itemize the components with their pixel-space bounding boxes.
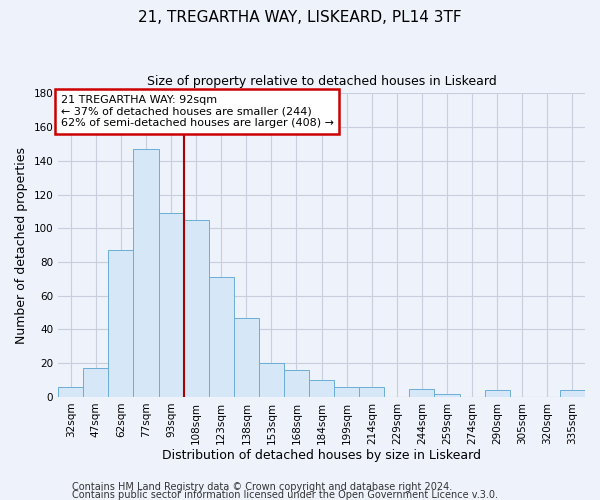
Bar: [109, 250, 133, 397]
Bar: [409, 388, 434, 397]
Bar: [334, 387, 359, 397]
Bar: [58, 387, 83, 397]
X-axis label: Distribution of detached houses by size in Liskeard: Distribution of detached houses by size …: [162, 450, 481, 462]
Bar: [133, 149, 158, 397]
Title: Size of property relative to detached houses in Liskeard: Size of property relative to detached ho…: [147, 75, 496, 88]
Text: Contains HM Land Registry data © Crown copyright and database right 2024.: Contains HM Land Registry data © Crown c…: [72, 482, 452, 492]
Bar: [485, 390, 510, 397]
Bar: [259, 363, 284, 397]
Bar: [158, 213, 184, 397]
Bar: [184, 220, 209, 397]
Text: 21, TREGARTHA WAY, LISKEARD, PL14 3TF: 21, TREGARTHA WAY, LISKEARD, PL14 3TF: [138, 10, 462, 25]
Bar: [309, 380, 334, 397]
Y-axis label: Number of detached properties: Number of detached properties: [15, 146, 28, 344]
Text: Contains public sector information licensed under the Open Government Licence v.: Contains public sector information licen…: [72, 490, 498, 500]
Bar: [284, 370, 309, 397]
Bar: [209, 277, 234, 397]
Bar: [434, 394, 460, 397]
Bar: [359, 387, 385, 397]
Text: 21 TREGARTHA WAY: 92sqm
← 37% of detached houses are smaller (244)
62% of semi-d: 21 TREGARTHA WAY: 92sqm ← 37% of detache…: [61, 95, 334, 128]
Bar: [234, 318, 259, 397]
Bar: [83, 368, 109, 397]
Bar: [560, 390, 585, 397]
